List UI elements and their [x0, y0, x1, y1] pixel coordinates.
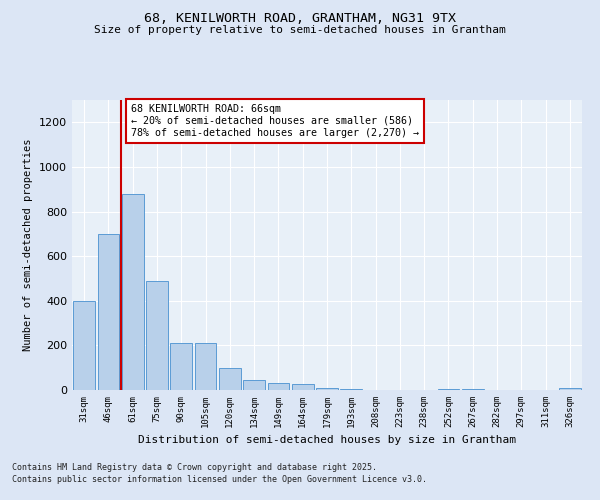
Bar — [122, 194, 143, 390]
Bar — [559, 388, 581, 390]
Bar — [316, 388, 338, 390]
Bar — [73, 301, 95, 390]
Bar — [340, 389, 362, 390]
Text: Contains public sector information licensed under the Open Government Licence v3: Contains public sector information licen… — [12, 475, 427, 484]
Bar — [292, 384, 314, 390]
Text: Contains HM Land Registry data © Crown copyright and database right 2025.: Contains HM Land Registry data © Crown c… — [12, 462, 377, 471]
Text: 68 KENILWORTH ROAD: 66sqm
← 20% of semi-detached houses are smaller (586)
78% of: 68 KENILWORTH ROAD: 66sqm ← 20% of semi-… — [131, 104, 419, 138]
Bar — [437, 389, 460, 390]
Bar — [219, 368, 241, 390]
Y-axis label: Number of semi-detached properties: Number of semi-detached properties — [23, 138, 34, 352]
Text: 68, KENILWORTH ROAD, GRANTHAM, NG31 9TX: 68, KENILWORTH ROAD, GRANTHAM, NG31 9TX — [144, 12, 456, 26]
Bar — [170, 343, 192, 390]
Bar — [462, 389, 484, 390]
Bar — [243, 380, 265, 390]
Bar — [146, 280, 168, 390]
X-axis label: Distribution of semi-detached houses by size in Grantham: Distribution of semi-detached houses by … — [138, 436, 516, 446]
Bar — [194, 343, 217, 390]
Text: Size of property relative to semi-detached houses in Grantham: Size of property relative to semi-detach… — [94, 25, 506, 35]
Bar — [97, 234, 119, 390]
Bar — [268, 384, 289, 390]
